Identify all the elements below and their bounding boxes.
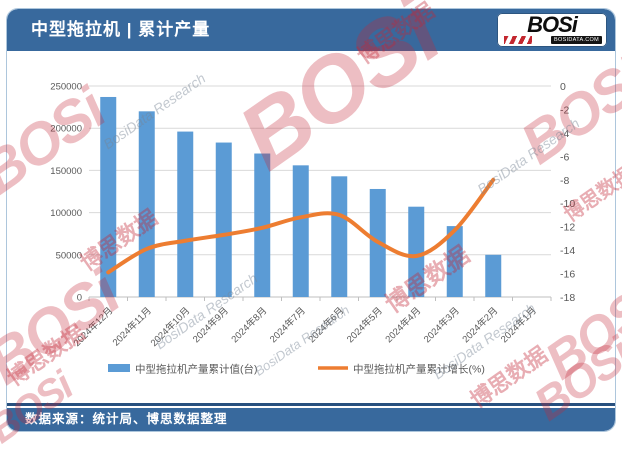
- bar: [446, 226, 463, 297]
- right-axis-tick-label: -4: [560, 128, 569, 140]
- bar: [215, 142, 232, 297]
- trend-line-path: [106, 177, 496, 275]
- x-axis-label: 2024年8月: [229, 305, 270, 346]
- bar: [100, 96, 117, 297]
- footer-divider: [7, 403, 615, 406]
- source-footer: 数据来源：统计局、博思数据整理: [7, 408, 615, 431]
- brand-logo: BOSi BOSIDATA.COM: [497, 13, 607, 47]
- legend: 中型拖拉机产量累计值(台) 中型拖拉机产量累计增长(%): [108, 363, 485, 376]
- right-axis-tick-label: -8: [560, 175, 569, 187]
- source-text: 数据来源：统计局、博思数据整理: [25, 412, 228, 426]
- bar-series: [100, 96, 502, 297]
- bar: [485, 254, 502, 297]
- bar: [138, 111, 155, 297]
- x-axis-label: 2024年3月: [421, 305, 462, 346]
- bar: [331, 176, 348, 297]
- x-axis-label: 2024年9月: [190, 305, 231, 346]
- left-axis-tick-label: 50000: [56, 250, 82, 261]
- right-axis-tick-label: 0: [560, 81, 566, 93]
- x-axis-label: 2024年12月: [71, 305, 115, 349]
- x-axis-label: 2024年1月: [498, 305, 539, 346]
- left-axis-tick-label: 150000: [50, 166, 82, 177]
- chart-svg: 0 50000 100000 150000 200000 250000 0 -2 -4 -6 -8 -…: [50, 81, 575, 376]
- right-axis-tick-label: -6: [560, 151, 569, 163]
- x-axis-label: 2024年5月: [344, 305, 385, 346]
- left-axis-tick-label: 0: [77, 293, 82, 304]
- chart-canvas: 0 50000 100000 150000 200000 250000 0 -2 -4 -6 -8 -…: [7, 51, 615, 403]
- x-axis-label: 2024年4月: [383, 305, 424, 346]
- x-axis-label: 2024年11月: [110, 305, 154, 349]
- gridlines: [89, 85, 551, 298]
- chart-card: 中型拖拉机 | 累计产量 BOSi BOSIDATA.COM 0 50000 100…: [6, 8, 616, 432]
- right-axis-tick-label: -12: [560, 222, 575, 234]
- right-axis-tick-label: -10: [560, 198, 575, 210]
- brand-logo-text: BOSi: [527, 12, 578, 37]
- left-axis-tick-label: 100000: [50, 208, 82, 219]
- left-axis-tick-label: 250000: [50, 82, 82, 93]
- right-axis-tick-label: -16: [560, 269, 575, 281]
- x-axis-ticks: [88, 297, 552, 301]
- y-axis-right-labels: 0 -2 -4 -6 -8 -10 -12 -14 -16 -18: [560, 81, 575, 304]
- bar: [408, 206, 425, 297]
- legend-bar-label: 中型拖拉机产量累计值(台): [135, 363, 258, 376]
- x-axis-label: 2024年10月: [148, 305, 192, 349]
- chart-header: 中型拖拉机 | 累计产量 BOSi BOSIDATA.COM: [7, 9, 615, 51]
- x-axis-label: 2024年2月: [460, 305, 501, 346]
- right-axis-tick-label: -14: [560, 245, 575, 257]
- bar: [292, 165, 309, 297]
- page-title: 中型拖拉机 | 累计产量: [31, 20, 211, 39]
- brand-logo-domain: BOSIDATA.COM: [551, 36, 602, 44]
- x-axis-label: 2024年6月: [306, 305, 347, 346]
- logo-stripes-icon: [504, 36, 532, 44]
- bar: [177, 131, 194, 297]
- right-axis-tick-label: -18: [560, 292, 575, 304]
- x-axis-label: 2024年7月: [267, 305, 308, 346]
- y-axis-left-labels: 0 50000 100000 150000 200000 250000: [50, 82, 82, 304]
- legend-bar-swatch: [108, 364, 130, 372]
- bar: [254, 153, 271, 297]
- x-axis-labels: 2024年12月2024年11月2024年10月2024年9月2024年8月20…: [71, 305, 539, 349]
- legend-line-label: 中型拖拉机产量累计增长(%): [353, 363, 485, 376]
- right-axis-tick-label: -2: [560, 104, 569, 116]
- left-axis-tick-label: 200000: [50, 124, 82, 135]
